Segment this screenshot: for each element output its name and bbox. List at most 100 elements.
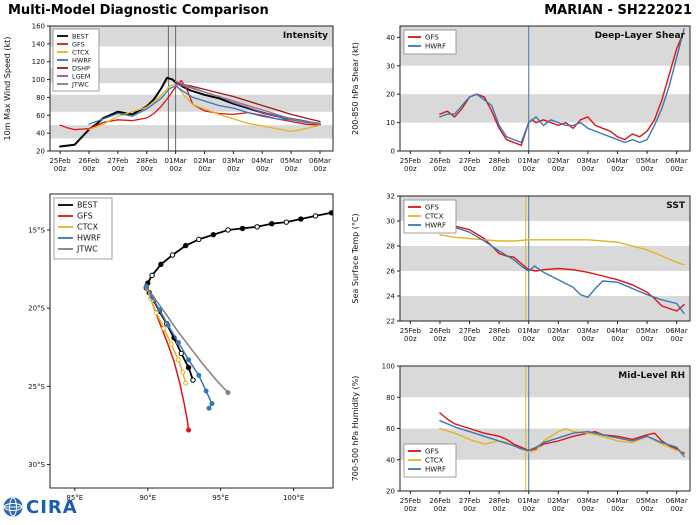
- svg-text:30: 30: [386, 218, 395, 226]
- svg-text:CTCX: CTCX: [425, 213, 444, 221]
- svg-text:20°S: 20°S: [28, 305, 45, 313]
- svg-text:85°E: 85°E: [66, 494, 83, 502]
- svg-text:00z: 00z: [493, 505, 506, 513]
- svg-text:06Mar: 06Mar: [666, 327, 688, 335]
- svg-text:GFS: GFS: [425, 448, 439, 456]
- svg-text:80: 80: [36, 94, 45, 102]
- svg-text:04Mar: 04Mar: [606, 497, 628, 505]
- svg-text:Sea Surface Temp (°C): Sea Surface Temp (°C): [351, 213, 360, 303]
- svg-text:28Feb: 28Feb: [488, 327, 510, 335]
- svg-text:00z: 00z: [611, 335, 624, 343]
- svg-text:01Mar: 01Mar: [518, 497, 540, 505]
- svg-text:HWRF: HWRF: [77, 234, 101, 243]
- svg-text:15°S: 15°S: [28, 226, 45, 234]
- svg-text:00z: 00z: [198, 165, 211, 173]
- svg-text:32: 32: [386, 193, 395, 201]
- track-panel: 85°E 90°E 95°E 100°E 15°S 20°S 25°S 30°S BEST GFS…: [28, 193, 334, 502]
- svg-text:00z: 00z: [463, 505, 476, 513]
- svg-text:0: 0: [391, 148, 395, 156]
- svg-text:HWRF: HWRF: [72, 57, 92, 65]
- svg-text:03Mar: 03Mar: [222, 157, 244, 165]
- svg-text:05Mar: 05Mar: [280, 157, 302, 165]
- svg-text:00z: 00z: [54, 165, 67, 173]
- svg-text:00z: 00z: [522, 335, 535, 343]
- sst-panel: 25Feb00z26Feb00z27Feb00z28Feb00z01Mar00z…: [351, 193, 691, 343]
- svg-text:28Feb: 28Feb: [136, 157, 158, 165]
- svg-text:BEST: BEST: [77, 201, 98, 210]
- svg-text:HWRF: HWRF: [425, 43, 446, 51]
- svg-text:25Feb: 25Feb: [400, 327, 422, 335]
- svg-text:00z: 00z: [169, 165, 182, 173]
- svg-text:00z: 00z: [404, 505, 417, 513]
- svg-text:00z: 00z: [140, 165, 153, 173]
- svg-text:GFS: GFS: [72, 41, 85, 49]
- svg-text:60: 60: [36, 112, 45, 120]
- svg-text:Deep-Layer Shear: Deep-Layer Shear: [595, 31, 686, 41]
- svg-text:200-850 hPa Shear (kt): 200-850 hPa Shear (kt): [351, 42, 360, 135]
- svg-text:26Feb: 26Feb: [429, 157, 451, 165]
- svg-text:00z: 00z: [463, 165, 476, 173]
- mid-level-rh-panel: 25Feb00z26Feb00z27Feb00z28Feb00z01Mar00z…: [351, 363, 691, 513]
- svg-text:05Mar: 05Mar: [636, 157, 658, 165]
- svg-text:GFS: GFS: [425, 34, 439, 42]
- svg-text:95°E: 95°E: [212, 494, 229, 502]
- svg-text:26Feb: 26Feb: [429, 327, 451, 335]
- svg-text:00z: 00z: [434, 335, 447, 343]
- svg-text:140: 140: [32, 40, 45, 48]
- svg-text:SST: SST: [666, 201, 686, 211]
- svg-text:05Mar: 05Mar: [636, 497, 658, 505]
- svg-text:00z: 00z: [670, 335, 683, 343]
- svg-text:00z: 00z: [314, 165, 327, 173]
- svg-text:04Mar: 04Mar: [606, 157, 628, 165]
- svg-text:10m Max Wind Speed (kt): 10m Max Wind Speed (kt): [3, 37, 12, 141]
- svg-text:00z: 00z: [83, 165, 96, 173]
- svg-text:40: 40: [386, 34, 395, 42]
- svg-text:00z: 00z: [493, 335, 506, 343]
- svg-text:CTCX: CTCX: [72, 49, 90, 57]
- svg-text:28Feb: 28Feb: [488, 157, 510, 165]
- svg-text:00z: 00z: [522, 165, 535, 173]
- svg-text:40: 40: [36, 130, 45, 138]
- svg-text:00z: 00z: [404, 335, 417, 343]
- svg-text:HWRF: HWRF: [425, 222, 446, 230]
- svg-text:JTWC: JTWC: [71, 81, 89, 89]
- svg-text:90°E: 90°E: [139, 494, 156, 502]
- svg-text:28: 28: [386, 243, 395, 251]
- svg-text:LGEM: LGEM: [72, 73, 90, 81]
- svg-text:02Mar: 02Mar: [547, 327, 569, 335]
- globe-icon: [3, 497, 23, 517]
- svg-text:BEST: BEST: [72, 33, 89, 41]
- svg-text:25Feb: 25Feb: [400, 157, 422, 165]
- svg-text:Mid-Level RH: Mid-Level RH: [618, 371, 685, 381]
- svg-text:01Mar: 01Mar: [518, 157, 540, 165]
- svg-text:27Feb: 27Feb: [459, 327, 481, 335]
- svg-text:00z: 00z: [493, 165, 506, 173]
- cira-logo-text: CIRA: [26, 496, 78, 518]
- svg-text:160: 160: [32, 23, 45, 31]
- svg-text:22: 22: [386, 318, 395, 326]
- svg-text:100: 100: [32, 76, 45, 84]
- svg-text:00z: 00z: [582, 165, 595, 173]
- svg-text:26Feb: 26Feb: [429, 497, 451, 505]
- page-title: Multi-Model Diagnostic Comparison: [8, 3, 269, 18]
- svg-text:60: 60: [386, 425, 395, 433]
- svg-text:00z: 00z: [582, 505, 595, 513]
- svg-text:80: 80: [386, 394, 395, 402]
- svg-text:Intensity: Intensity: [283, 31, 328, 41]
- svg-text:HWRF: HWRF: [425, 466, 446, 474]
- svg-text:04Mar: 04Mar: [251, 157, 273, 165]
- svg-text:25Feb: 25Feb: [400, 497, 422, 505]
- svg-text:10: 10: [386, 119, 395, 127]
- svg-text:27Feb: 27Feb: [107, 157, 129, 165]
- svg-text:00z: 00z: [641, 165, 654, 173]
- svg-text:26: 26: [386, 268, 395, 276]
- svg-text:06Mar: 06Mar: [666, 497, 688, 505]
- svg-text:02Mar: 02Mar: [547, 497, 569, 505]
- svg-text:03Mar: 03Mar: [577, 327, 599, 335]
- svg-text:00z: 00z: [434, 165, 447, 173]
- svg-text:700-500 hPa Humidity (%): 700-500 hPa Humidity (%): [351, 376, 360, 482]
- svg-text:CTCX: CTCX: [425, 457, 444, 465]
- svg-text:00z: 00z: [641, 505, 654, 513]
- svg-text:100°E: 100°E: [283, 494, 304, 502]
- svg-text:02Mar: 02Mar: [193, 157, 215, 165]
